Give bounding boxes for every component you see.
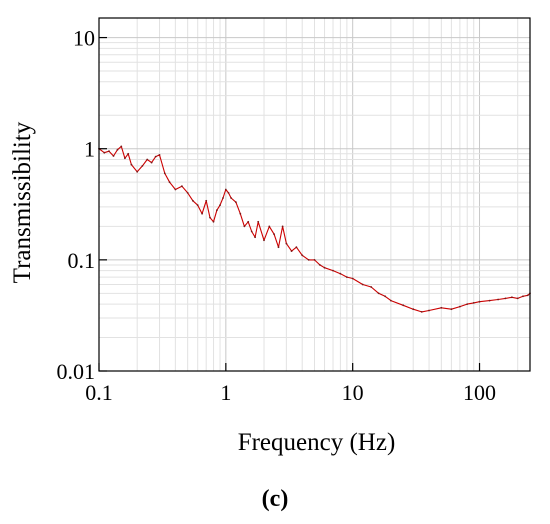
series-point: [440, 306, 443, 309]
series-point: [174, 188, 177, 191]
series-point: [235, 201, 237, 204]
series-point: [127, 152, 130, 155]
axis-ticks: [98, 36, 481, 372]
series-point: [273, 233, 275, 236]
series-point: [428, 309, 430, 312]
y-tick-label: 0.01: [57, 359, 96, 384]
series-point: [412, 308, 415, 311]
series-point: [339, 272, 342, 275]
series-point: [346, 276, 348, 278]
y-tick-label: 1: [84, 137, 95, 162]
series-point: [108, 150, 110, 153]
series-point: [370, 286, 373, 288]
series-point: [285, 242, 288, 245]
series-point: [390, 299, 392, 302]
y-tick-label: 0.1: [68, 248, 96, 273]
series-point: [239, 212, 242, 215]
x-tick-labels: 0.1 1 10 100: [85, 380, 496, 405]
series-point: [361, 283, 364, 286]
y-tick-labels: 0.01 0.1 1 10: [57, 26, 96, 384]
series-point: [124, 157, 126, 160]
series-point: [112, 155, 115, 157]
series-point: [277, 246, 280, 249]
series-point: [230, 197, 233, 199]
series-point: [281, 225, 284, 228]
series-point: [488, 299, 491, 302]
series-point: [222, 197, 224, 199]
series-point: [497, 298, 499, 301]
series-point: [146, 158, 149, 161]
y-axis-title: Transmissibility: [9, 121, 36, 283]
grid-lines: [98, 18, 530, 372]
caption-text: (c): [261, 486, 289, 512]
series-point: [450, 308, 453, 311]
series-point: [511, 296, 513, 299]
x-tick-label: 1: [220, 380, 231, 405]
series-point: [224, 188, 227, 191]
series-point: [313, 259, 316, 261]
x-tick-label: 0.1: [85, 380, 113, 405]
series-point: [103, 151, 106, 154]
series-point: [257, 220, 260, 223]
series-point: [158, 154, 161, 156]
x-tick-label: 100: [463, 380, 496, 405]
series-point: [116, 148, 119, 151]
series-point: [141, 165, 144, 167]
series-point: [219, 204, 221, 207]
series-point: [186, 192, 189, 194]
series-point: [307, 259, 310, 261]
series-point: [212, 220, 215, 223]
series-point: [351, 277, 354, 280]
series-point: [466, 303, 469, 305]
series-point: [318, 264, 321, 266]
series-point: [384, 295, 386, 298]
series-point: [323, 266, 326, 269]
series-point: [196, 204, 199, 207]
plot-frame: [98, 17, 531, 372]
series-point: [263, 239, 265, 242]
series-point: [332, 269, 334, 272]
series-point: [209, 216, 211, 219]
series-point: [181, 185, 183, 188]
data-series: [98, 145, 531, 313]
series-point: [192, 199, 194, 202]
series-point: [150, 161, 153, 164]
series-point: [243, 225, 246, 228]
series-point: [377, 292, 380, 295]
series-point: [504, 297, 507, 300]
series-point: [301, 254, 304, 257]
series-point: [168, 181, 171, 184]
series-point: [420, 311, 423, 313]
series-point: [247, 220, 250, 223]
series-point: [154, 155, 157, 158]
series-point: [472, 302, 475, 304]
series-point: [268, 225, 271, 228]
series-point: [254, 236, 256, 239]
series-point: [290, 250, 293, 253]
series-point: [201, 212, 204, 215]
series-point: [522, 295, 524, 298]
series-point: [136, 170, 139, 173]
series-point: [478, 300, 481, 303]
series-point: [216, 209, 218, 212]
series-point: [295, 246, 298, 249]
series-point: [163, 172, 166, 175]
series-point: [526, 294, 529, 297]
series-point: [227, 192, 230, 194]
series-point: [205, 199, 208, 202]
series-point: [459, 305, 461, 308]
series-point: [130, 163, 133, 166]
series-point: [516, 297, 519, 300]
figure-caption: (c): [0, 486, 550, 513]
series-point: [120, 145, 123, 148]
series-point: [250, 230, 253, 233]
series-point: [402, 304, 405, 307]
x-tick-label: 10: [342, 380, 364, 405]
x-axis-title: Frequency (Hz): [238, 429, 396, 456]
y-tick-label: 10: [73, 26, 95, 51]
